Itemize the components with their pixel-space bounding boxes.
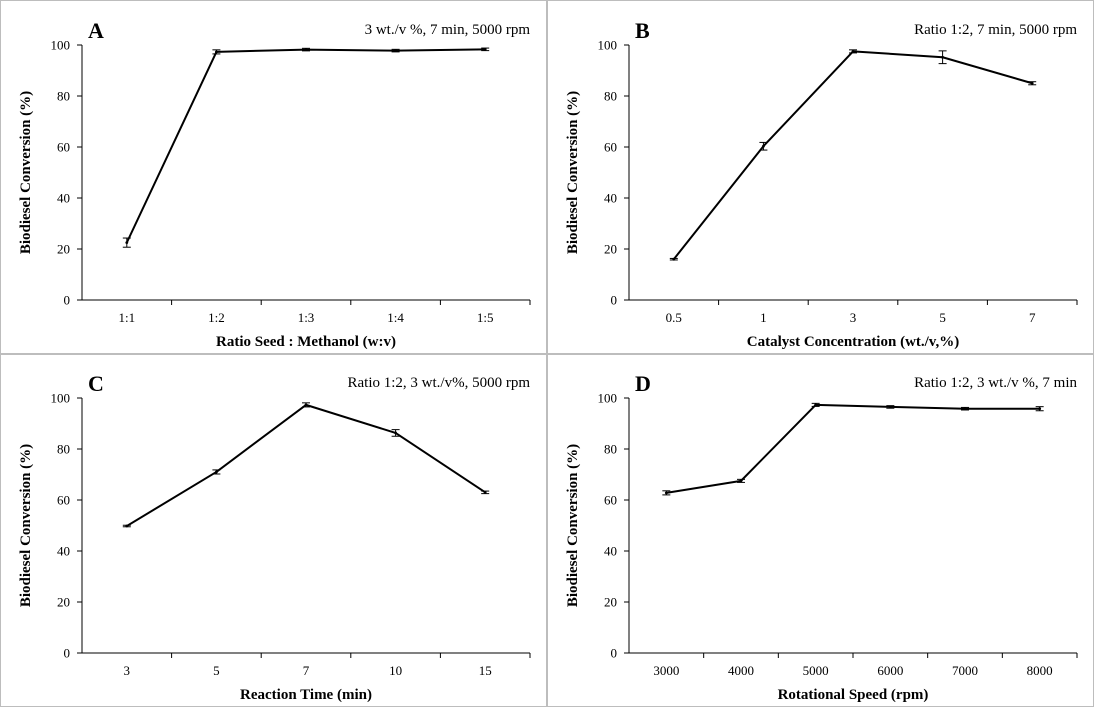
x-tick-label: 8000 xyxy=(1027,663,1053,678)
y-tick-label: 100 xyxy=(598,38,618,53)
x-tick-label: 1 xyxy=(760,310,767,325)
data-point xyxy=(125,241,129,245)
series-line xyxy=(125,48,486,244)
x-tick-label: 1:2 xyxy=(208,310,225,325)
series-line xyxy=(126,403,486,527)
y-tick-label: 80 xyxy=(604,442,617,457)
y-axis-label: Biodiesel Conversion (%) xyxy=(18,91,34,254)
x-tick-label: 1:3 xyxy=(298,310,315,325)
y-tick-label: 40 xyxy=(57,544,70,559)
data-point xyxy=(483,47,487,51)
data-point xyxy=(215,50,218,54)
panel-letter: D xyxy=(635,371,651,396)
y-axis-label: Biodiesel Conversion (%) xyxy=(565,91,581,254)
data-point xyxy=(963,407,967,411)
y-axis-label: Biodiesel Conversion (%) xyxy=(18,444,34,607)
y-tick-label: 100 xyxy=(51,38,71,53)
data-point xyxy=(762,144,765,148)
chart-svg: 0 20 40 60 80 100 0.5 1 3 5 7 Catalyst Concentratio… xyxy=(565,18,1078,350)
x-tick-label: 6000 xyxy=(877,663,903,678)
x-tick-label: 7 xyxy=(303,663,310,678)
panel-letter: C xyxy=(88,371,104,396)
data-point xyxy=(394,49,397,53)
data-point xyxy=(215,470,218,474)
y-tick-label: 0 xyxy=(611,646,618,661)
y-axis-label: Biodiesel Conversion (%) xyxy=(565,444,581,607)
y-tick-label: 40 xyxy=(57,191,70,206)
data-point xyxy=(394,431,397,435)
y-tick-label: 20 xyxy=(57,242,70,257)
chart-panel-d: 0 20 40 60 80 100 3000 4000 5000 6000 7000 8000 Rota… xyxy=(547,353,1094,706)
y-tick-label: 20 xyxy=(604,595,617,610)
data-point xyxy=(304,48,308,51)
x-tick-label: 1:1 xyxy=(118,310,135,325)
panel-letter: B xyxy=(635,18,650,43)
chart-panel-c: 0 20 40 60 80 100 3 5 7 10 15 Reaction Time (min) Bi… xyxy=(0,353,547,706)
y-tick-label: 80 xyxy=(57,89,70,104)
x-tick-label: 3 xyxy=(124,663,131,678)
condition-annotation: 3 wt./v %, 7 min, 5000 rpm xyxy=(365,22,531,38)
x-axis-label: Catalyst Concentration (wt./v,%) xyxy=(747,334,959,350)
data-point xyxy=(941,55,944,59)
condition-annotation: Ratio 1:2, 3 wt./v %, 7 min xyxy=(914,375,1077,391)
chart-panel-b: 0 20 40 60 80 100 0.5 1 3 5 7 Catalyst Concentratio… xyxy=(547,0,1094,353)
data-point xyxy=(304,403,308,407)
condition-annotation: Ratio 1:2, 7 min, 5000 rpm xyxy=(914,22,1077,38)
chart-panel-a: 0 20 40 60 80 100 1:1 1:2 1:3 1:4 1:5 Ratio Seed : … xyxy=(0,0,547,353)
series-line xyxy=(673,50,1033,260)
data-point xyxy=(888,405,892,409)
y-tick-label: 80 xyxy=(57,442,70,457)
chart-svg: 0 20 40 60 80 100 3 5 7 10 15 Reaction Time (min) Bi… xyxy=(18,371,531,703)
series-line xyxy=(666,403,1040,494)
data-point xyxy=(851,49,855,53)
y-tick-label: 60 xyxy=(57,140,70,155)
y-tick-label: 20 xyxy=(604,242,617,257)
y-tick-label: 0 xyxy=(611,293,618,308)
x-axis-label: Reaction Time (min) xyxy=(240,687,372,703)
data-point xyxy=(672,257,676,261)
x-tick-label: 5000 xyxy=(803,663,829,678)
x-tick-label: 15 xyxy=(479,663,492,678)
y-tick-label: 60 xyxy=(604,140,617,155)
chart-svg: 0 20 40 60 80 100 3000 4000 5000 6000 7000 8000 Rota… xyxy=(565,371,1078,703)
x-tick-label: 10 xyxy=(389,663,402,678)
y-tick-label: 100 xyxy=(51,391,71,406)
y-tick-label: 60 xyxy=(604,493,617,508)
x-tick-label: 7000 xyxy=(952,663,978,678)
data-point xyxy=(664,491,668,495)
x-tick-label: 1:5 xyxy=(477,310,494,325)
data-point xyxy=(125,524,129,528)
x-tick-label: 5 xyxy=(213,663,220,678)
x-tick-label: 4000 xyxy=(728,663,754,678)
x-axis-label: Ratio Seed : Methanol (w:v) xyxy=(216,334,396,350)
y-tick-label: 40 xyxy=(604,544,617,559)
y-tick-label: 80 xyxy=(604,89,617,104)
y-tick-label: 0 xyxy=(64,646,71,661)
data-point xyxy=(1038,407,1042,411)
x-tick-label: 7 xyxy=(1029,310,1036,325)
data-point xyxy=(483,490,487,494)
condition-annotation: Ratio 1:2, 3 wt./v%, 5000 rpm xyxy=(348,375,531,391)
panel-letter: A xyxy=(88,18,104,43)
y-tick-label: 20 xyxy=(57,595,70,610)
chart-svg: 0 20 40 60 80 100 1:1 1:2 1:3 1:4 1:5 Ratio Seed : … xyxy=(18,18,531,350)
x-tick-label: 3 xyxy=(850,310,857,325)
x-tick-label: 1:4 xyxy=(387,310,404,325)
y-tick-label: 40 xyxy=(604,191,617,206)
data-point xyxy=(814,403,818,407)
data-point xyxy=(739,479,743,483)
x-tick-label: 3000 xyxy=(653,663,679,678)
x-tick-label: 0.5 xyxy=(666,310,682,325)
data-point xyxy=(1030,81,1034,85)
x-axis-label: Rotational Speed (rpm) xyxy=(778,687,929,703)
x-tick-label: 5 xyxy=(939,310,946,325)
y-tick-label: 60 xyxy=(57,493,70,508)
y-tick-label: 100 xyxy=(598,391,618,406)
y-tick-label: 0 xyxy=(64,293,71,308)
